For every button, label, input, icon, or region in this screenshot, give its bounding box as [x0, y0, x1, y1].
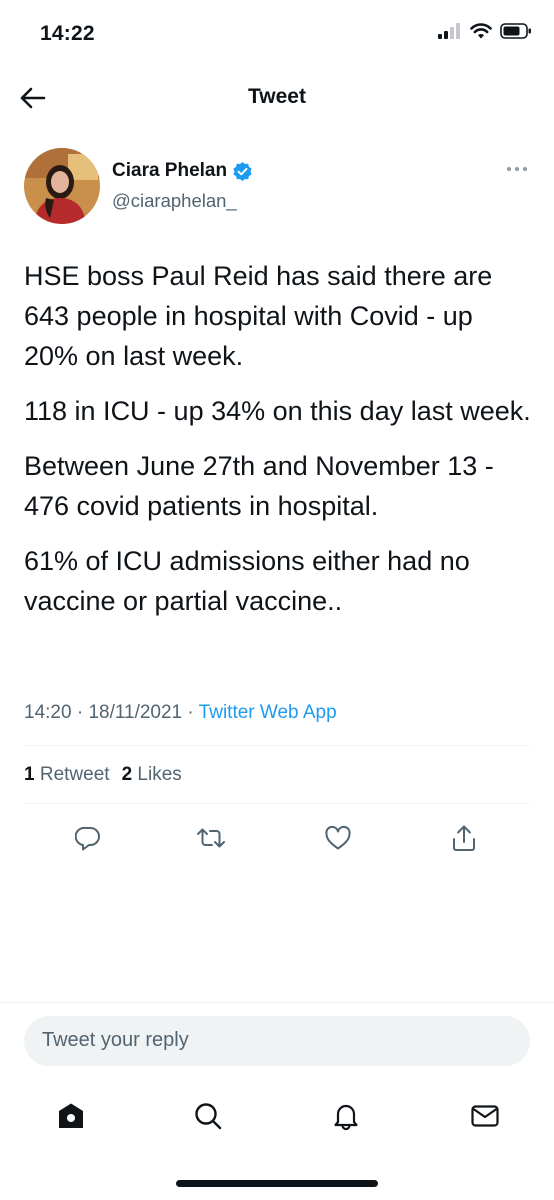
retweet-icon: [197, 828, 225, 848]
divider: [0, 1002, 554, 1003]
reply-placeholder: Tweet your reply: [42, 1029, 189, 1051]
bell-icon: [334, 1104, 358, 1131]
tab-notifications[interactable]: [324, 1094, 368, 1138]
meta-separator: ·: [71, 702, 89, 723]
status-icons: [438, 23, 532, 39]
share-button[interactable]: [444, 818, 484, 858]
home-icon: [59, 1103, 83, 1128]
heart-icon: [325, 825, 351, 850]
tweet-source-link[interactable]: Twitter Web App: [198, 702, 337, 723]
author-handle[interactable]: @ciaraphelan_: [112, 190, 237, 211]
divider: [24, 745, 530, 746]
battery-icon: [500, 23, 531, 39]
author-name-row: Ciara Phelan: [112, 160, 253, 182]
tweet-stats: 1 Retweet 2 Likes: [24, 764, 182, 786]
signal-icon: [438, 23, 460, 39]
likes-stat[interactable]: 2 Likes: [122, 764, 182, 786]
page-title: Tweet: [248, 85, 306, 108]
tweet-meta: 14:20 · 18/11/2021 · Twitter Web App: [24, 702, 337, 724]
share-icon: [453, 825, 475, 851]
search-icon: [195, 1103, 222, 1130]
tweet-actions: [0, 818, 554, 858]
avatar[interactable]: [24, 148, 100, 224]
like-button[interactable]: [318, 818, 358, 858]
likes-label: Likes: [137, 764, 182, 785]
retweets-count: 1: [24, 764, 35, 785]
tweet-paragraph: 61% of ICU admissions either had no vacc…: [24, 546, 470, 616]
reply-icon: [75, 826, 100, 851]
retweets-label: Retweet: [39, 764, 110, 785]
bottom-tab-bar: [0, 1088, 554, 1144]
reply-input[interactable]: Tweet your reply: [24, 1016, 530, 1066]
tweet-paragraph: Between June 27th and November 13 - 476 …: [24, 451, 494, 521]
likes-count: 2: [121, 764, 133, 785]
arrow-left-icon: [20, 87, 46, 109]
tab-messages[interactable]: [463, 1094, 507, 1138]
header: Tweet: [0, 68, 554, 128]
retweets-stat[interactable]: 1 Retweet: [24, 764, 110, 786]
reply-button[interactable]: [68, 818, 108, 858]
back-button[interactable]: [14, 80, 50, 116]
more-options-button[interactable]: [504, 162, 530, 176]
retweet-button[interactable]: [191, 818, 231, 858]
meta-separator: ·: [182, 702, 199, 723]
verified-badge-icon: [233, 161, 252, 181]
tab-search[interactable]: [186, 1094, 230, 1138]
home-indicator: [176, 1180, 378, 1187]
more-horizontal-icon: [507, 167, 527, 171]
tweet-date[interactable]: 18/11/2021: [88, 702, 183, 723]
tweet-paragraph: 118 in ICU - up 34% on this day last wee…: [24, 396, 531, 426]
tweet-paragraph: HSE boss Paul Reid has said there are 64…: [24, 261, 493, 371]
tab-home[interactable]: [49, 1094, 93, 1138]
mail-icon: [471, 1105, 499, 1127]
tweet-text: HSE boss Paul Reid has said there are 64…: [24, 256, 534, 636]
divider: [24, 803, 530, 804]
author-name[interactable]: Ciara Phelan: [112, 160, 228, 181]
wifi-icon: [470, 23, 492, 39]
tweet-author: Ciara Phelan @ciaraphelan_: [24, 148, 530, 228]
status-time: 14:22: [40, 22, 95, 45]
tweet-time[interactable]: 14:20: [24, 702, 72, 723]
status-bar: 14:22: [0, 0, 554, 68]
